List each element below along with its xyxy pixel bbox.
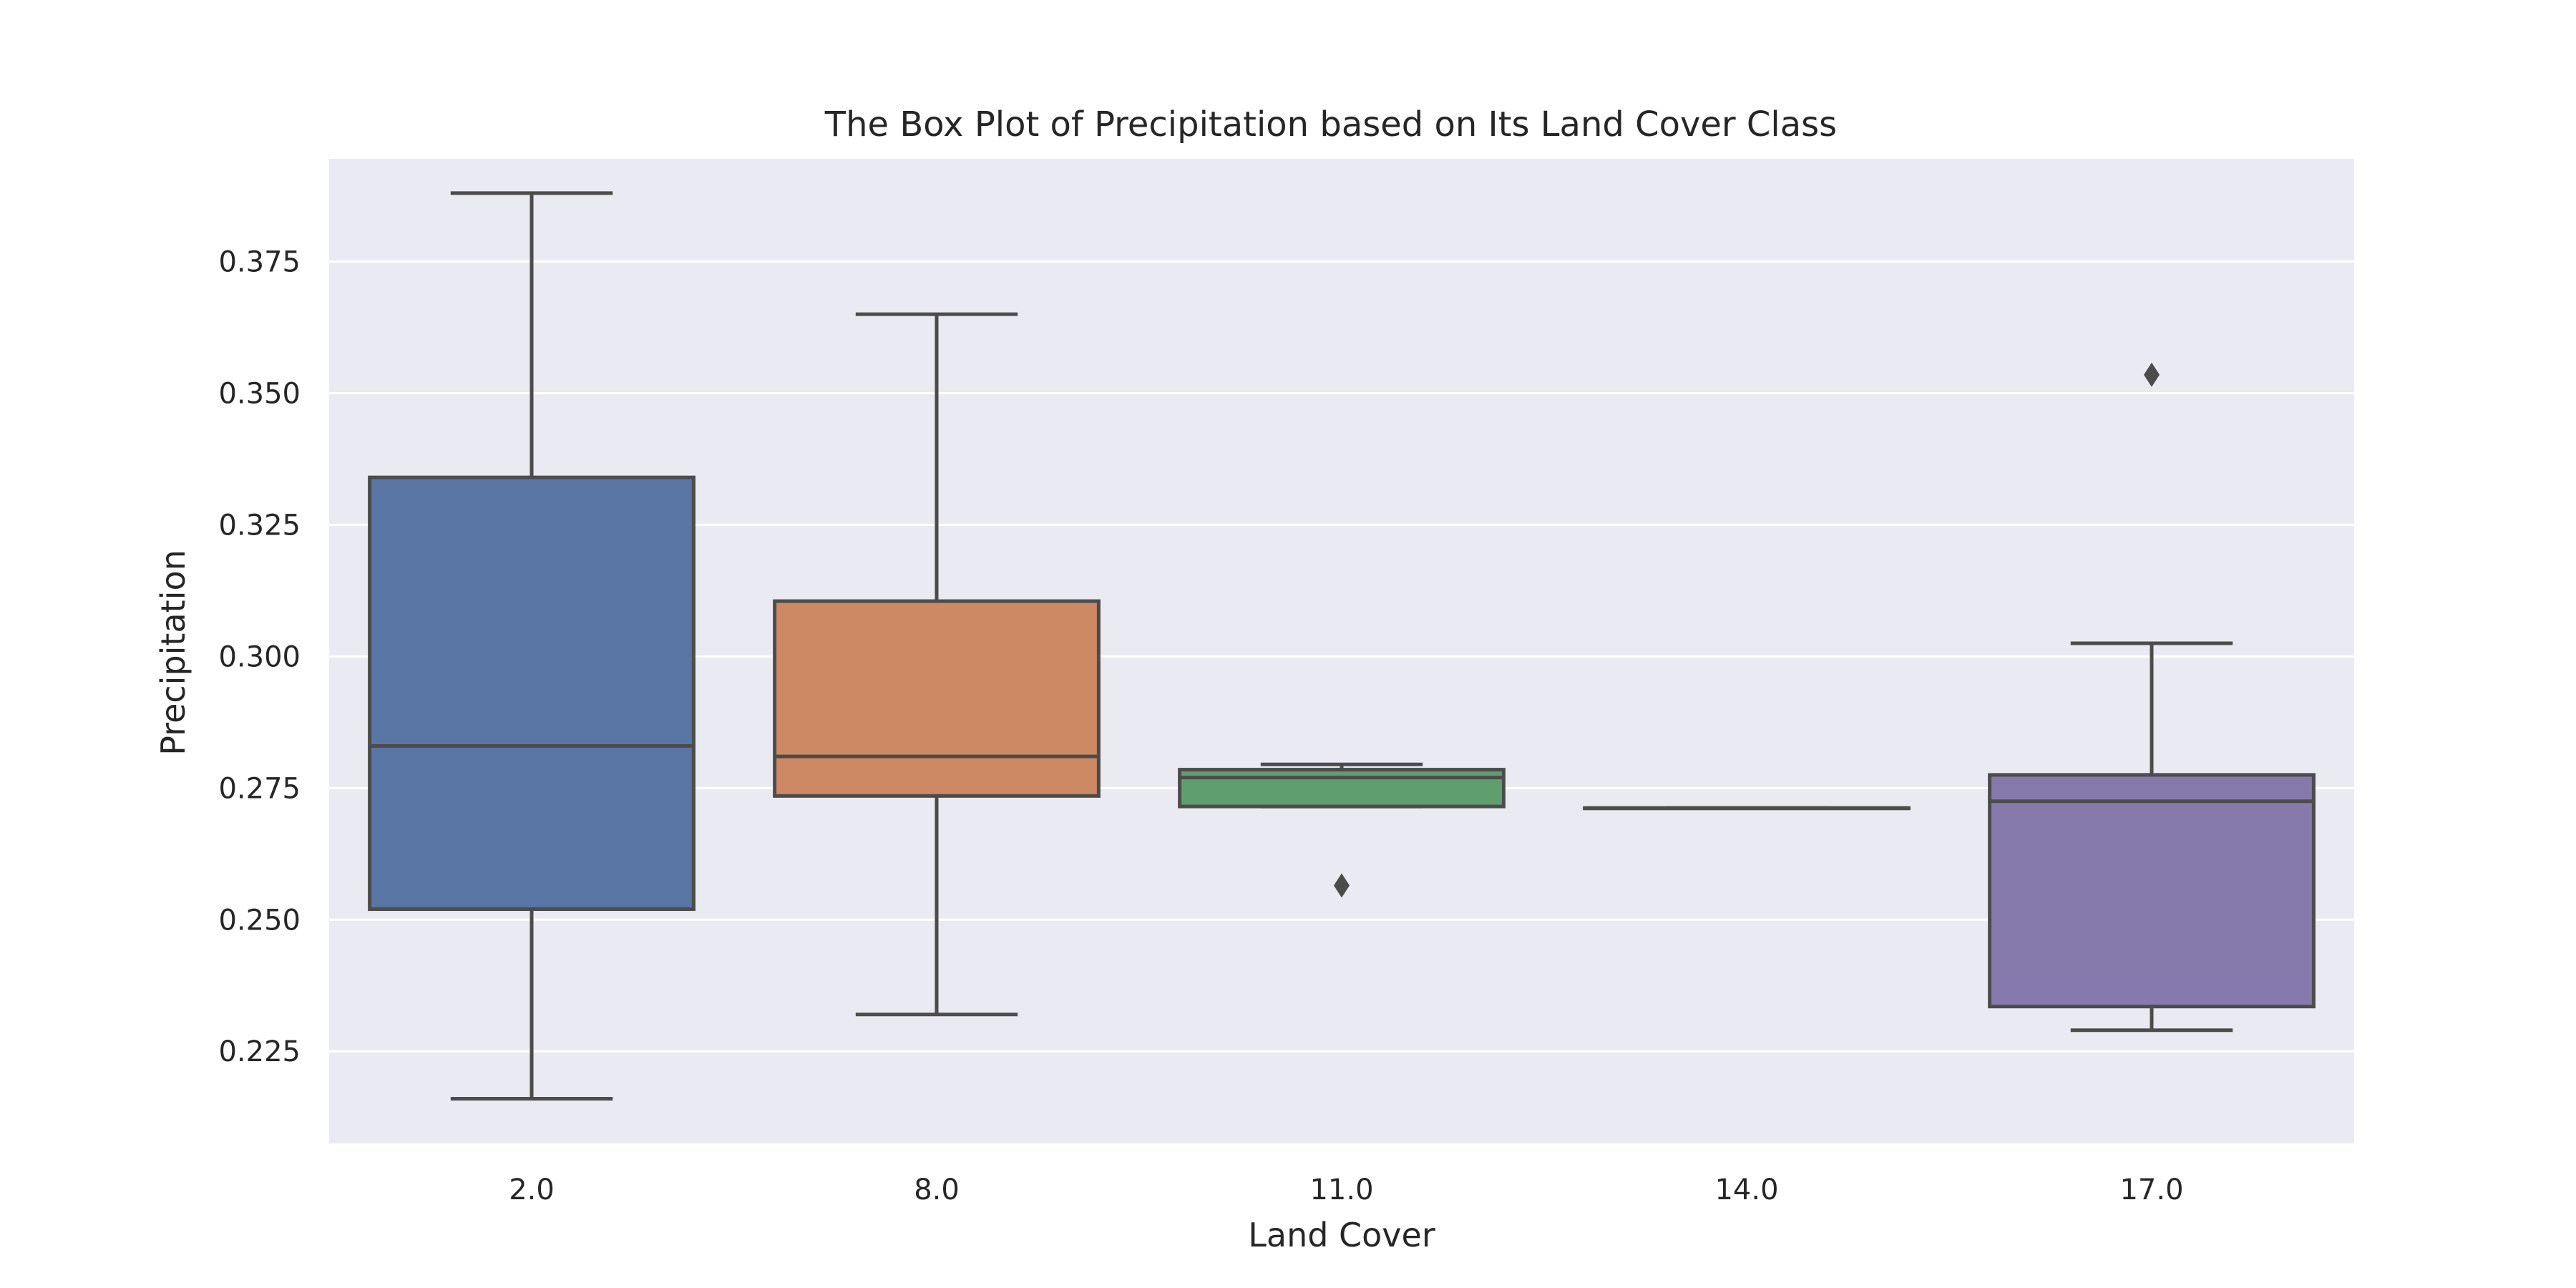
x-axis-ticks: 2.0 8.0 11.0 14.0 17.0 [509,1174,2183,1206]
iqr-box [368,475,696,912]
box-11.0 [1178,762,1506,898]
y-tick-label: 0.350 [218,377,301,410]
iqr-box [1178,768,1506,809]
x-tick-label: 11.0 [1309,1174,1373,1206]
x-tick-label: 2.0 [509,1174,555,1206]
iqr-box [773,599,1101,798]
box-series [368,191,2316,1101]
y-axis-label: Precipitation [154,550,192,756]
y-tick-label: 0.225 [218,1035,301,1068]
x-tick-label: 8.0 [914,1174,960,1206]
chart-title: The Box Plot of Precipitation based on I… [824,104,1837,145]
iqr-box [1988,773,2316,1009]
box-14.0 [1583,806,1911,811]
x-axis-label: Land Cover [1248,1216,1435,1254]
outlier-point [1334,873,1350,898]
y-tick-label: 0.250 [218,904,301,937]
box-17.0 [1988,362,2316,1033]
box-2.0 [368,191,696,1101]
y-axis-ticks: 0.225 0.250 0.275 0.300 0.325 0.350 0.375 [218,245,301,1068]
y-tick-label: 0.275 [218,772,301,805]
y-tick-label: 0.375 [218,245,301,278]
outlier-point [2144,362,2160,387]
y-tick-label: 0.325 [218,509,301,542]
x-tick-label: 17.0 [2119,1174,2183,1206]
y-tick-label: 0.300 [218,640,301,673]
box-8.0 [773,312,1101,1017]
x-tick-label: 14.0 [1714,1174,1778,1206]
